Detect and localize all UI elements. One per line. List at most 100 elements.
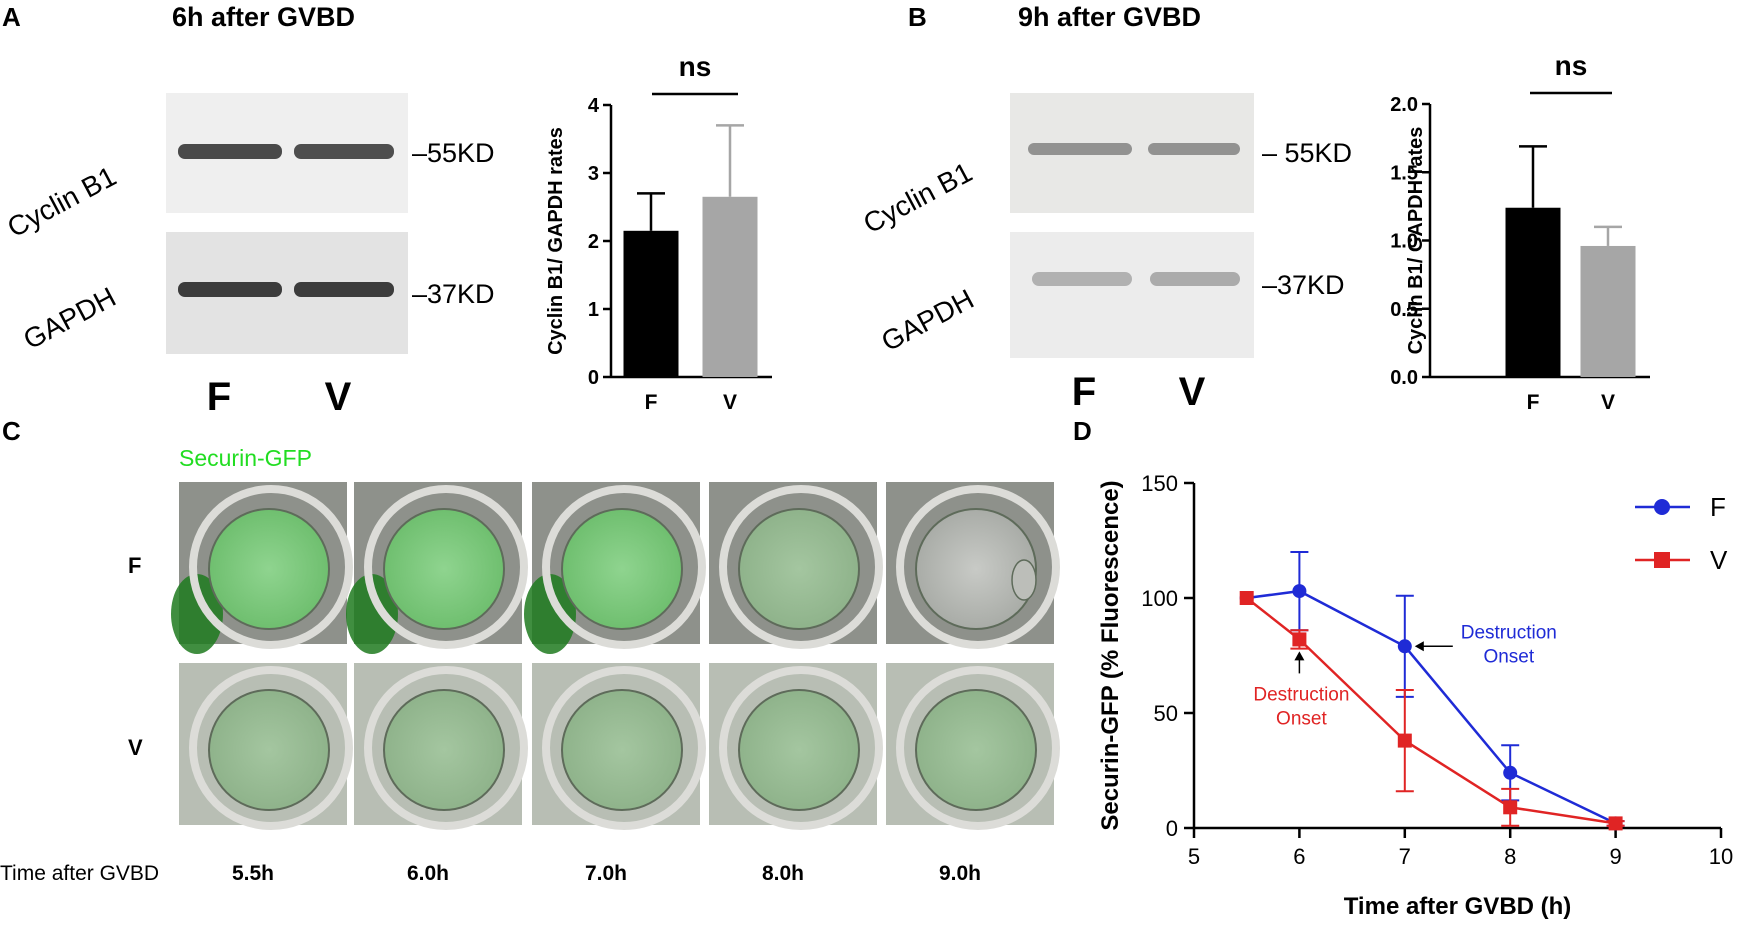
y-axis-label: Cyclin B1/ GAPDH rates (545, 127, 567, 355)
significance-label: ns (679, 51, 712, 82)
panel-d: D 0 50 100 150 5 6 7 8 9 10 Time after GVBD (h) Sec… (1073, 416, 1733, 920)
zona-pellucida (896, 485, 1060, 649)
micrograph-f-7.0h (524, 482, 706, 654)
y-tick-label: 100 (1141, 586, 1178, 611)
zona-pellucida (364, 485, 528, 649)
y-tick-label: 2 (588, 231, 599, 253)
blot-a-marker-55kd: –55KD (412, 138, 495, 168)
x-tick-label: F (645, 391, 658, 414)
y-tick-label: 1.0 (1390, 231, 1418, 253)
x-tick-label: 9 (1609, 844, 1621, 869)
time-label: 6.0h (407, 862, 449, 885)
x-tick-label: F (1527, 391, 1540, 414)
data-point-v (1608, 816, 1623, 831)
oocyte (915, 508, 1037, 630)
x-tick-label: V (723, 391, 737, 414)
data-point-v (1503, 800, 1518, 815)
oocyte (208, 689, 330, 811)
time-label: 5.5h (232, 862, 274, 885)
x-tick-label: 8 (1504, 844, 1516, 869)
blot-b-label-gapdh: GAPDH (876, 283, 978, 357)
blot-b-marker-55kd: – 55KD (1262, 138, 1352, 168)
annotation-f-line2: Onset (1483, 646, 1534, 667)
panel-a-letter: A (2, 2, 21, 32)
gfp-neighbor-blob (171, 574, 223, 654)
chart-a-bar: 0 1 2 3 4 F V Cyclin B1/ GAPDH rates ns (545, 51, 772, 414)
data-point-f (1397, 639, 1412, 654)
bar-v (702, 196, 758, 377)
panel-c-row-label-v: V (128, 735, 143, 760)
micrograph-v-9.0h (886, 663, 1060, 830)
time-label: 9.0h (939, 862, 981, 885)
zona-pellucida (719, 485, 883, 649)
panel-c-time-caption: Time after GVBD (0, 862, 159, 885)
y-tick-label: 150 (1141, 471, 1178, 496)
y-tick-label: 0.5 (1390, 299, 1418, 321)
annotation-f-line1: Destruction (1461, 622, 1557, 643)
y-tick-label: 3 (588, 163, 599, 185)
legend-label-f: F (1710, 492, 1726, 522)
series-line-f (1246, 589, 1617, 825)
oocyte (915, 689, 1037, 811)
legend-marker-f (1654, 499, 1670, 515)
micrograph-v-6.0h (354, 663, 528, 830)
significance-label: ns (1555, 50, 1588, 81)
blot-a-label-gapdh: GAPDH (18, 281, 120, 355)
blot-b-cyclin-band-v (1148, 143, 1240, 155)
bar-f (1505, 207, 1561, 377)
panel-b-letter: B (908, 2, 927, 32)
blot-b-gapdh-strip (1010, 232, 1254, 358)
panel-b: B 9h after GVBD Cyclin B1 GAPDH – 55KD –… (858, 2, 1352, 414)
blot-b-lane-v: V (1179, 370, 1206, 414)
micrograph-f-6.0h (346, 482, 528, 654)
zona-pellucida (896, 666, 1060, 830)
zona-pellucida (719, 666, 883, 830)
blot-b-cyclin-band-f (1028, 143, 1132, 155)
bar-f (623, 230, 679, 377)
panel-c-channel-label: Securin-GFP (179, 445, 312, 471)
blot-b-label-cyclin: Cyclin B1 (858, 156, 977, 239)
blot-a-gapdh-band-v (294, 282, 394, 297)
blot-a-lane-f: F (207, 375, 231, 419)
gfp-neighbor-blob (346, 574, 398, 654)
y-axis-label: Securin-GFP (% Fluorescence) (1097, 480, 1124, 830)
y-axis-label: Cyclin B1/ GAPDH rates (1405, 127, 1427, 355)
micrograph-v-8.0h (709, 663, 883, 830)
data-point-v (1397, 733, 1412, 748)
blot-a-cyclin-band-f (178, 144, 282, 159)
oocyte (383, 508, 505, 630)
panel-b-heading: 9h after GVBD (1018, 2, 1201, 32)
y-tick-label: 1 (588, 299, 599, 321)
data-point-f (1292, 584, 1307, 599)
micrograph-grid (171, 482, 1060, 830)
x-tick-label: 10 (1709, 844, 1733, 869)
y-tick-label: 50 (1154, 701, 1178, 726)
zona-pellucida (364, 666, 528, 830)
oocyte (208, 508, 330, 630)
data-point-v (1292, 632, 1307, 647)
chart-b-bar: 0.0 0.5 1.0 1.5 2.0 F V Cyclin B1/ GAPDH rates n… (1390, 50, 1650, 414)
x-tick-label: 5 (1188, 844, 1200, 869)
y-tick-label: 2.0 (1390, 94, 1418, 116)
polar-body (1011, 559, 1037, 601)
data-point-v (1239, 591, 1254, 605)
panel-c-letter: C (2, 416, 21, 446)
data-point-f (1503, 765, 1518, 780)
bar-v (1580, 245, 1636, 377)
blot-a-lane-v: V (325, 375, 352, 419)
blot-a-cyclin-band-v (294, 144, 394, 159)
blot-b-lane-f: F (1072, 370, 1096, 414)
time-labels: 5.5h 6.0h 7.0h 8.0h 9.0h (232, 862, 981, 885)
zona-pellucida (542, 666, 706, 830)
panel-c: C Securin-GFP F V Time after GVBD 5.5h 6.… (0, 416, 1060, 885)
legend-label-v: V (1710, 545, 1728, 575)
panel-a-heading: 6h after GVBD (172, 2, 355, 32)
blot-b-gapdh-band-f (1032, 272, 1132, 286)
micrograph-f-8.0h (709, 482, 883, 649)
chart-d-line: 0 50 100 150 5 6 7 8 9 10 Time after GVBD (h) Secur… (1097, 471, 1733, 920)
panel-c-row-label-f: F (128, 553, 141, 578)
y-tick-label: 4 (588, 95, 600, 117)
oocyte (738, 689, 860, 811)
annotation-arrowhead-f (1414, 641, 1424, 652)
